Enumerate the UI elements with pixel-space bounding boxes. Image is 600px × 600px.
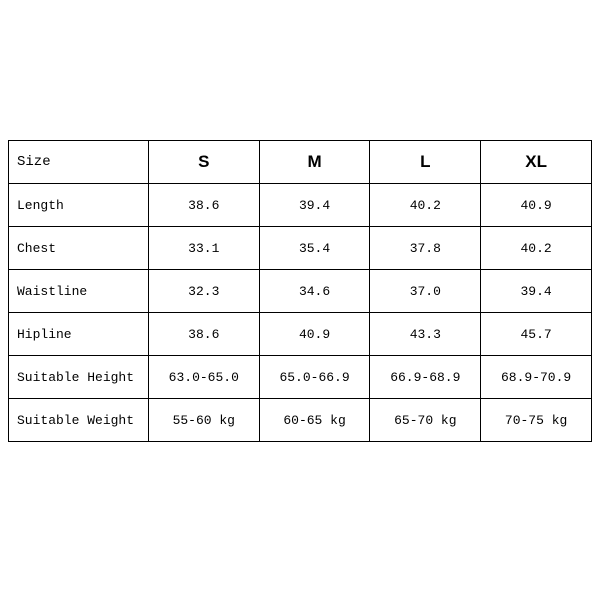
cell-value: 70-75 kg bbox=[481, 399, 592, 442]
table-header-row: Size S M L XL bbox=[9, 141, 592, 184]
cell-value: 40.9 bbox=[259, 313, 370, 356]
size-chart-table: Size S M L XL Length 38.6 39.4 40.2 40.9… bbox=[8, 140, 592, 442]
cell-value: 63.0-65.0 bbox=[148, 356, 259, 399]
row-label: Hipline bbox=[9, 313, 149, 356]
cell-value: 39.4 bbox=[259, 184, 370, 227]
cell-value: 65-70 kg bbox=[370, 399, 481, 442]
table-row: Suitable Height 63.0-65.0 65.0-66.9 66.9… bbox=[9, 356, 592, 399]
cell-value: 38.6 bbox=[148, 313, 259, 356]
cell-value: 40.2 bbox=[481, 227, 592, 270]
table-row: Suitable Weight 55-60 kg 60-65 kg 65-70 … bbox=[9, 399, 592, 442]
size-header: L bbox=[370, 141, 481, 184]
cell-value: 45.7 bbox=[481, 313, 592, 356]
cell-value: 32.3 bbox=[148, 270, 259, 313]
row-label: Suitable Height bbox=[9, 356, 149, 399]
cell-value: 40.2 bbox=[370, 184, 481, 227]
cell-value: 37.0 bbox=[370, 270, 481, 313]
cell-value: 55-60 kg bbox=[148, 399, 259, 442]
row-label: Suitable Weight bbox=[9, 399, 149, 442]
corner-label: Size bbox=[9, 141, 149, 184]
cell-value: 65.0-66.9 bbox=[259, 356, 370, 399]
cell-value: 40.9 bbox=[481, 184, 592, 227]
size-header: M bbox=[259, 141, 370, 184]
cell-value: 43.3 bbox=[370, 313, 481, 356]
cell-value: 39.4 bbox=[481, 270, 592, 313]
row-label: Waistline bbox=[9, 270, 149, 313]
row-label: Chest bbox=[9, 227, 149, 270]
cell-value: 33.1 bbox=[148, 227, 259, 270]
table-row: Waistline 32.3 34.6 37.0 39.4 bbox=[9, 270, 592, 313]
cell-value: 38.6 bbox=[148, 184, 259, 227]
table-row: Chest 33.1 35.4 37.8 40.2 bbox=[9, 227, 592, 270]
page: Size S M L XL Length 38.6 39.4 40.2 40.9… bbox=[0, 0, 600, 600]
row-label: Length bbox=[9, 184, 149, 227]
cell-value: 37.8 bbox=[370, 227, 481, 270]
cell-value: 34.6 bbox=[259, 270, 370, 313]
cell-value: 60-65 kg bbox=[259, 399, 370, 442]
table-row: Length 38.6 39.4 40.2 40.9 bbox=[9, 184, 592, 227]
cell-value: 35.4 bbox=[259, 227, 370, 270]
cell-value: 66.9-68.9 bbox=[370, 356, 481, 399]
size-header: XL bbox=[481, 141, 592, 184]
table-row: Hipline 38.6 40.9 43.3 45.7 bbox=[9, 313, 592, 356]
cell-value: 68.9-70.9 bbox=[481, 356, 592, 399]
size-header: S bbox=[148, 141, 259, 184]
